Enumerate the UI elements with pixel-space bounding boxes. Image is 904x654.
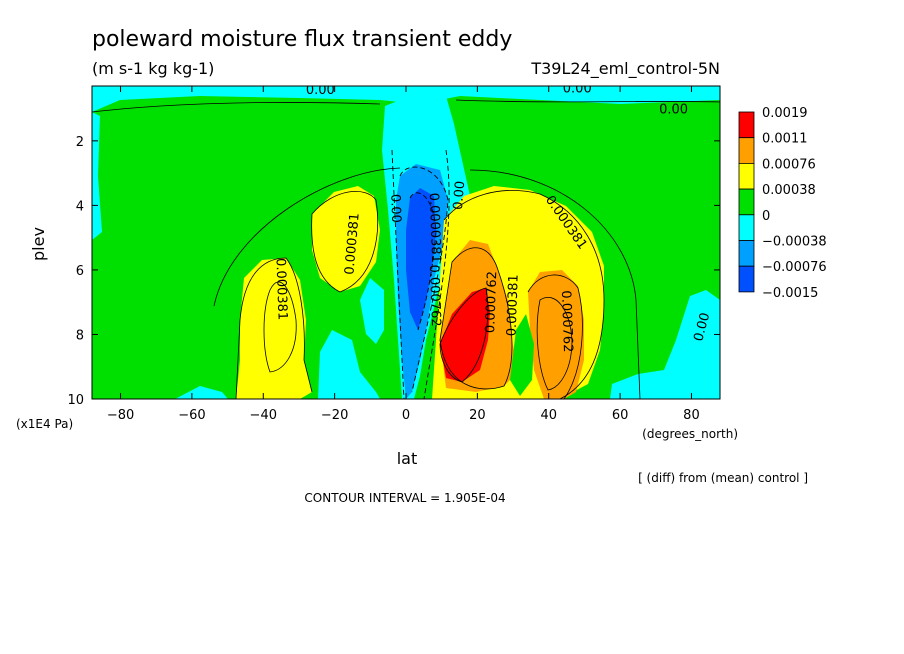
contour-label: 0.0000381 <box>426 192 443 263</box>
x-tick-label: 60 <box>612 408 629 423</box>
contour-line <box>455 99 720 103</box>
chart-units: (m s-1 kg kg-1) <box>92 59 214 78</box>
legend-label: −0.00076 <box>762 260 827 275</box>
legend-swatch <box>738 137 755 164</box>
contour-interval: CONTOUR INTERVAL = 1.905E-04 <box>304 491 505 505</box>
region-cyan-bl <box>175 386 228 399</box>
contour-label: 0.000381 <box>505 274 522 337</box>
legend-label: 0.0011 <box>762 132 808 147</box>
color-legend: 0.0019 0.0011 0.00076 0.00038 0 −0.00038 −0.00… <box>738 106 827 301</box>
x-axis-label: lat <box>397 449 418 468</box>
chart-title: poleward moisture flux transient eddy <box>92 27 512 52</box>
legend-swatch <box>738 214 755 241</box>
y-axis-label: plev <box>29 227 48 261</box>
field: 0.00 0.00 0.00 0.00 0.000381 0.000381 0.00 0.00… <box>92 81 720 399</box>
contour-label: 0.00 <box>306 83 335 98</box>
region-cyan-small <box>360 278 384 344</box>
region-red <box>440 288 490 382</box>
y-tick-label: 4 <box>76 199 84 214</box>
y-tick-label: 6 <box>76 264 84 279</box>
contour-line-dashed <box>409 192 437 331</box>
region-cyan-left <box>92 112 102 240</box>
region-dark-blue <box>406 188 436 330</box>
contour-line <box>527 274 583 399</box>
region-yellow-nw <box>312 186 380 292</box>
contour-line <box>469 169 641 399</box>
legend-label: 0.00076 <box>762 157 816 172</box>
contour-line <box>443 190 605 399</box>
contour-label: 0.00 <box>451 180 468 210</box>
contour-label: 0.000381 <box>272 258 289 321</box>
contour-line <box>439 287 489 383</box>
contour-line <box>311 190 379 293</box>
x-tick-label: 20 <box>469 408 486 423</box>
contour-line <box>263 281 297 373</box>
contour-lines <box>92 99 720 399</box>
negative-contours <box>391 149 450 399</box>
axes: −80 −60 −40 −20 0 20 40 60 80 2 4 6 8 10 <box>67 86 720 423</box>
region-cyan-bm <box>318 330 380 399</box>
legend-label: 0.0019 <box>762 106 808 121</box>
contour-label: 0.000762 <box>558 290 575 353</box>
region-cyan-right <box>610 290 720 399</box>
contour-label: 0.000381 <box>342 212 362 275</box>
x-axis-units: (degrees_north) <box>642 427 738 441</box>
run-label: T39L24_eml_control-5N <box>530 59 720 79</box>
contour-line-dashed <box>399 166 449 393</box>
x-tick-label: −40 <box>250 408 277 423</box>
y-tick-label: 10 <box>67 393 84 408</box>
contour-line-dashed <box>391 149 405 399</box>
legend-swatch <box>738 265 755 293</box>
contour-label: 0.000762 <box>426 264 443 327</box>
region-yellow-sw <box>236 258 312 399</box>
legend-label: −0.0015 <box>762 286 818 301</box>
y-axis-units: (x1E4 Pa) <box>16 417 73 431</box>
x-tick-label: −80 <box>107 408 134 423</box>
x-tick-label: −20 <box>321 408 348 423</box>
legend-swatch <box>738 162 755 190</box>
contour-label: 0.00 <box>659 102 688 117</box>
legend-label: −0.00038 <box>762 235 827 250</box>
y-tick-label: 2 <box>76 135 84 150</box>
contour-line <box>213 167 401 307</box>
contour-line <box>235 257 313 399</box>
contour-line <box>536 297 573 391</box>
contour-label: 0.00 <box>691 311 713 343</box>
legend-label: 0 <box>762 209 770 224</box>
x-tick-label: 40 <box>540 408 557 423</box>
x-tick-label: −60 <box>178 408 205 423</box>
legend-swatch <box>738 188 755 216</box>
footnote: [ (diff) from (mean) control ] <box>638 471 808 485</box>
contour-line <box>92 102 381 113</box>
legend-label: 0.00038 <box>762 183 816 198</box>
region-green-gap <box>510 314 534 396</box>
y-tick-label: 8 <box>76 328 84 343</box>
region-orange-outer <box>528 270 584 399</box>
contour-line-dashed <box>423 149 450 399</box>
contour-line <box>439 247 513 390</box>
contour-label: 0.00 <box>387 194 403 223</box>
legend-swatch <box>738 111 755 139</box>
x-tick-label: 0 <box>402 408 410 423</box>
legend-swatch <box>738 240 755 267</box>
contour-label: 0.000762 <box>483 271 500 334</box>
x-tick-label: 80 <box>683 408 700 423</box>
contour-label: 0.00 <box>563 81 592 96</box>
